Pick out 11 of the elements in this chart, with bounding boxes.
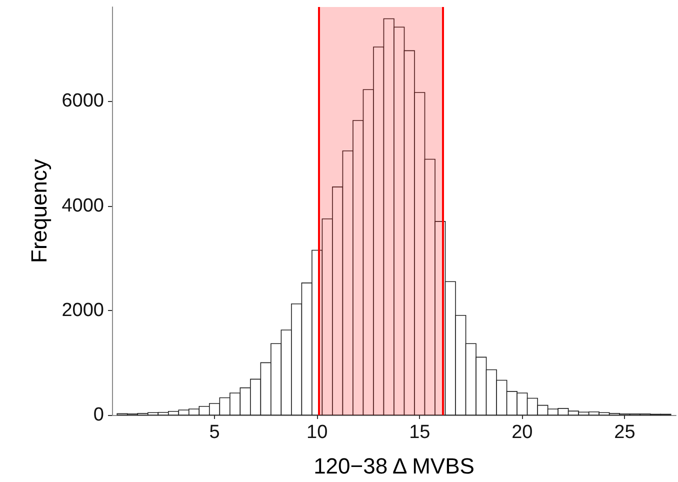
y-tick-label: 0 xyxy=(93,404,104,426)
x-tick-label: 10 xyxy=(306,422,328,443)
x-tick-label: 15 xyxy=(409,422,430,443)
y-tick-label: 2000 xyxy=(62,300,104,321)
y-axis-title: Frequency xyxy=(26,159,52,263)
y-tick-label: 6000 xyxy=(62,90,104,112)
x-axis-title: 120−38 Δ MVBS xyxy=(314,454,474,478)
x-tick-label: 25 xyxy=(614,422,636,443)
y-tick-label: 4000 xyxy=(62,195,104,216)
x-tick-label: 5 xyxy=(209,422,220,443)
x-tick-label: 20 xyxy=(512,422,533,443)
